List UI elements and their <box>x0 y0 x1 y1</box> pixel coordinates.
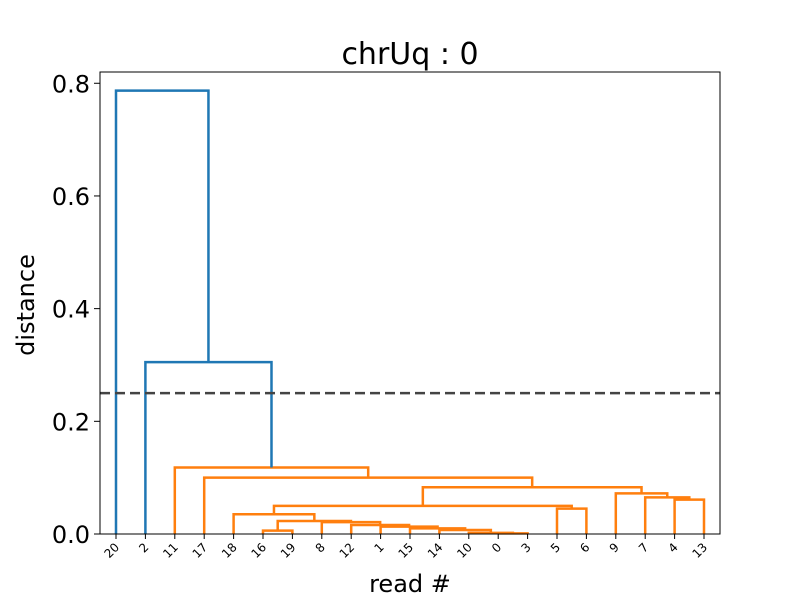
x-tick-label: 2 <box>136 540 151 555</box>
y-tick-label: 0.4 <box>52 296 90 324</box>
dendrogram-link <box>408 527 467 534</box>
dendrogram-link <box>421 485 643 506</box>
dendrogram-link <box>114 89 210 534</box>
y-tick-label: 0.2 <box>52 408 90 436</box>
dendrogram-link <box>261 529 294 534</box>
x-tick-label: 10 <box>454 540 475 561</box>
x-tick-label: 14 <box>425 540 446 561</box>
dendrogram-link <box>232 513 316 534</box>
x-tick-label: 8 <box>313 540 328 555</box>
dendrogram-links <box>114 89 706 535</box>
dendrogram-link <box>555 507 588 534</box>
x-tick-label: 17 <box>190 540 211 561</box>
x-tick-label: 15 <box>395 540 416 561</box>
x-tick-label: 0 <box>489 540 504 555</box>
x-tick-label: 7 <box>636 540 651 555</box>
x-tick-label: 9 <box>607 540 622 555</box>
plot-area <box>99 71 721 535</box>
x-tick-label: 20 <box>101 540 122 561</box>
x-axis: 20 2 11 17 18 16 19 8 12 1 15 14 10 0 3 5 6 9 7 4 13 <box>101 534 710 561</box>
x-tick-label: 6 <box>577 540 592 555</box>
y-tick-label: 0.6 <box>52 183 90 211</box>
x-tick-label: 12 <box>337 540 358 561</box>
x-tick-label: 4 <box>665 540 680 555</box>
x-tick-label: 5 <box>548 540 563 555</box>
dendrogram-link <box>144 360 273 534</box>
y-axis-label: distance <box>12 254 40 356</box>
dendrogram-link <box>643 496 691 534</box>
x-tick-label: 18 <box>219 540 240 561</box>
x-axis-label: read # <box>369 570 451 598</box>
x-tick-label: 19 <box>278 540 299 561</box>
x-tick-label: 1 <box>371 540 386 555</box>
y-tick-label: 0.0 <box>52 521 90 549</box>
chart-title: chrUq : 0 <box>341 37 478 72</box>
x-tick-label: 3 <box>518 540 533 555</box>
dendrogram-link <box>673 498 706 534</box>
dendrogram-link <box>272 504 573 515</box>
y-axis: 0.0 0.2 0.4 0.6 0.8 <box>52 70 100 549</box>
x-tick-label: 11 <box>160 540 181 561</box>
dendrogram-link <box>379 525 439 534</box>
y-tick-label: 0.8 <box>52 70 90 98</box>
dendrogram-link <box>614 492 669 534</box>
x-tick-label: 16 <box>248 540 269 561</box>
x-tick-label: 13 <box>689 540 710 561</box>
dendrogram-link <box>202 476 534 534</box>
